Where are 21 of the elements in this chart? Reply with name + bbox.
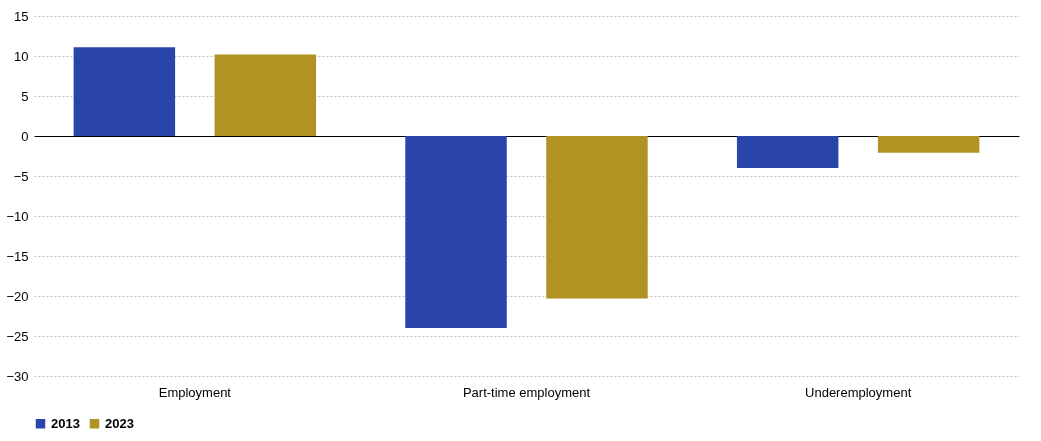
bar	[405, 136, 507, 328]
y-tick-label: −10	[6, 208, 29, 224]
legend-label: 2013	[51, 415, 80, 431]
y-tick-label: −20	[6, 288, 29, 304]
y-tick-label: −30	[6, 368, 29, 384]
bar	[736, 136, 839, 168]
x-tick-label: Part-time employment	[462, 384, 591, 400]
bar	[877, 136, 980, 153]
y-tick-label: 5	[21, 88, 29, 104]
y-tick-label: 15	[14, 8, 29, 24]
bar	[546, 136, 648, 299]
x-tick-label: Employment	[158, 384, 232, 400]
y-tick-label: −15	[6, 248, 29, 264]
bar	[214, 54, 317, 136]
x-tick-label: Underemployment	[805, 384, 912, 400]
y-tick-label: 0	[21, 128, 29, 144]
legend-label: 2023	[105, 415, 134, 431]
bar	[73, 47, 176, 136]
y-tick-label: −5	[13, 168, 29, 184]
y-tick-label: −25	[6, 328, 29, 344]
y-tick-label: 10	[14, 48, 29, 64]
